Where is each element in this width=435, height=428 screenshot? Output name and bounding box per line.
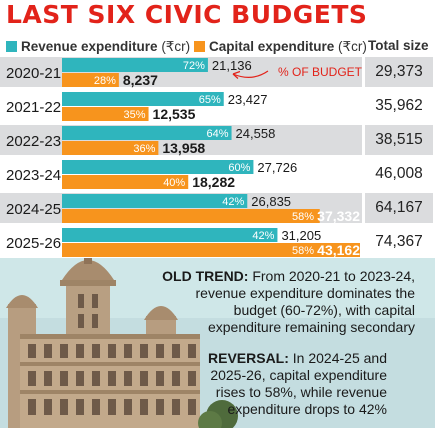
capital-bar xyxy=(62,209,320,223)
capital-value-label: 43,162 xyxy=(317,242,360,258)
reversal-note: REVERSAL: In 2024-25 and 2025-26, capita… xyxy=(137,350,387,418)
legend-revenue-label: Revenue expenditure xyxy=(21,39,158,54)
legend-capital: Capital expenditure (₹cr) xyxy=(194,39,367,55)
reversal-line-3: rises to 58%, while revenue xyxy=(215,384,387,400)
legend-revenue: Revenue expenditure (₹cr) xyxy=(6,39,190,55)
capital-value-label: 8,237 xyxy=(123,72,158,88)
year-label: 2024-25 xyxy=(6,201,61,218)
capital-percent-label: 28% xyxy=(94,75,116,87)
reversal-heading: REVERSAL: xyxy=(208,350,289,366)
total-size-value: 64,167 xyxy=(365,193,433,223)
revenue-percent-label: 64% xyxy=(207,128,229,140)
revenue-bar xyxy=(62,58,208,72)
year-label: 2020-21 xyxy=(6,65,61,82)
old-trend-note: OLD TREND: From 2020-21 to 2023-24, reve… xyxy=(125,268,415,336)
revenue-percent-label: 42% xyxy=(252,230,274,242)
capital-value-label: 13,958 xyxy=(162,140,205,156)
annotation-arrowhead xyxy=(232,70,241,79)
capital-percent-label: 58% xyxy=(292,245,314,257)
revenue-value-label: 31,205 xyxy=(281,228,321,243)
reversal-line-2: 2025-26, capital expenditure xyxy=(210,367,387,383)
revenue-value-label: 24,558 xyxy=(236,126,276,141)
total-size-value: 74,367 xyxy=(375,233,423,250)
reversal-line-1: In 2024-25 and xyxy=(292,350,387,366)
revenue-value-label: 23,427 xyxy=(228,92,268,107)
revenue-bar xyxy=(62,92,224,106)
capital-bar xyxy=(62,107,149,121)
capital-value-label: 12,535 xyxy=(153,106,196,122)
legend-capital-label: Capital expenditure xyxy=(209,39,335,54)
old-trend-line-1: From 2020-21 to 2023-24, xyxy=(252,268,415,284)
totals-column: 29,373 35,962 38,515 46,008 64,167 74,367 xyxy=(365,57,433,257)
total-size-value: 38,515 xyxy=(365,125,433,155)
year-label: 2022-23 xyxy=(6,133,61,150)
total-size-header: Total size xyxy=(368,38,429,53)
annotation-label: % OF BUDGET xyxy=(278,65,363,79)
year-label: 2023-24 xyxy=(6,167,61,184)
revenue-bar xyxy=(62,194,248,208)
total-size-value: 29,373 xyxy=(365,57,433,87)
revenue-value-label: 27,726 xyxy=(257,160,297,175)
old-trend-heading: OLD TREND: xyxy=(162,268,249,284)
reversal-line-4: expenditure drops to 42% xyxy=(227,401,387,417)
capital-bar xyxy=(62,175,189,189)
capital-percent-label: 58% xyxy=(292,211,314,223)
legend-revenue-unit: (₹cr) xyxy=(161,39,191,54)
revenue-percent-label: 42% xyxy=(222,196,244,208)
civic-building-illustration xyxy=(0,258,435,428)
capital-percent-label: 40% xyxy=(163,177,185,189)
percent-annotation: % OF BUDGET xyxy=(232,65,363,79)
revenue-percent-label: 60% xyxy=(228,162,250,174)
old-trend-line-3: budget (60-72%), with capital xyxy=(233,302,415,318)
capital-bar xyxy=(62,73,119,87)
year-label: 2025-26 xyxy=(6,235,61,252)
building-photo: OLD TREND: From 2020-21 to 2023-24, reve… xyxy=(0,258,435,428)
revenue-bar xyxy=(62,126,232,140)
capital-percent-label: 35% xyxy=(124,109,146,121)
capital-value-label: 37,332 xyxy=(317,208,360,224)
revenue-value-label: 21,136 xyxy=(212,58,252,73)
old-trend-line-4: expenditure remaining secondary xyxy=(207,319,415,335)
annotation-arrow xyxy=(232,70,269,78)
legend: Revenue expenditure (₹cr) Capital expend… xyxy=(6,37,367,57)
revenue-percent-label: 72% xyxy=(183,60,205,72)
legend-capital-unit: (₹cr) xyxy=(338,39,367,54)
capital-percent-label: 36% xyxy=(133,143,155,155)
revenue-percent-label: 65% xyxy=(199,94,221,106)
legend-capital-swatch xyxy=(194,41,205,52)
total-size-value: 35,962 xyxy=(375,97,423,114)
total-size-value: 46,008 xyxy=(375,165,423,182)
capital-value-label: 18,282 xyxy=(192,174,235,190)
revenue-value-label: 26,835 xyxy=(251,194,291,209)
legend-revenue-swatch xyxy=(6,41,17,52)
capital-bar xyxy=(62,141,159,155)
year-label: 2021-22 xyxy=(6,99,61,116)
revenue-bar xyxy=(62,228,278,242)
capital-bar xyxy=(62,243,360,257)
bar-chart: 2020-21 72% 21,136 28% 8,237 2021-22 65% 23,427… xyxy=(0,57,363,258)
chart-title: LAST SIX CIVIC BUDGETS xyxy=(6,0,368,29)
revenue-bar xyxy=(62,160,254,174)
old-trend-line-2: revenue expenditure dominates the xyxy=(195,285,415,301)
